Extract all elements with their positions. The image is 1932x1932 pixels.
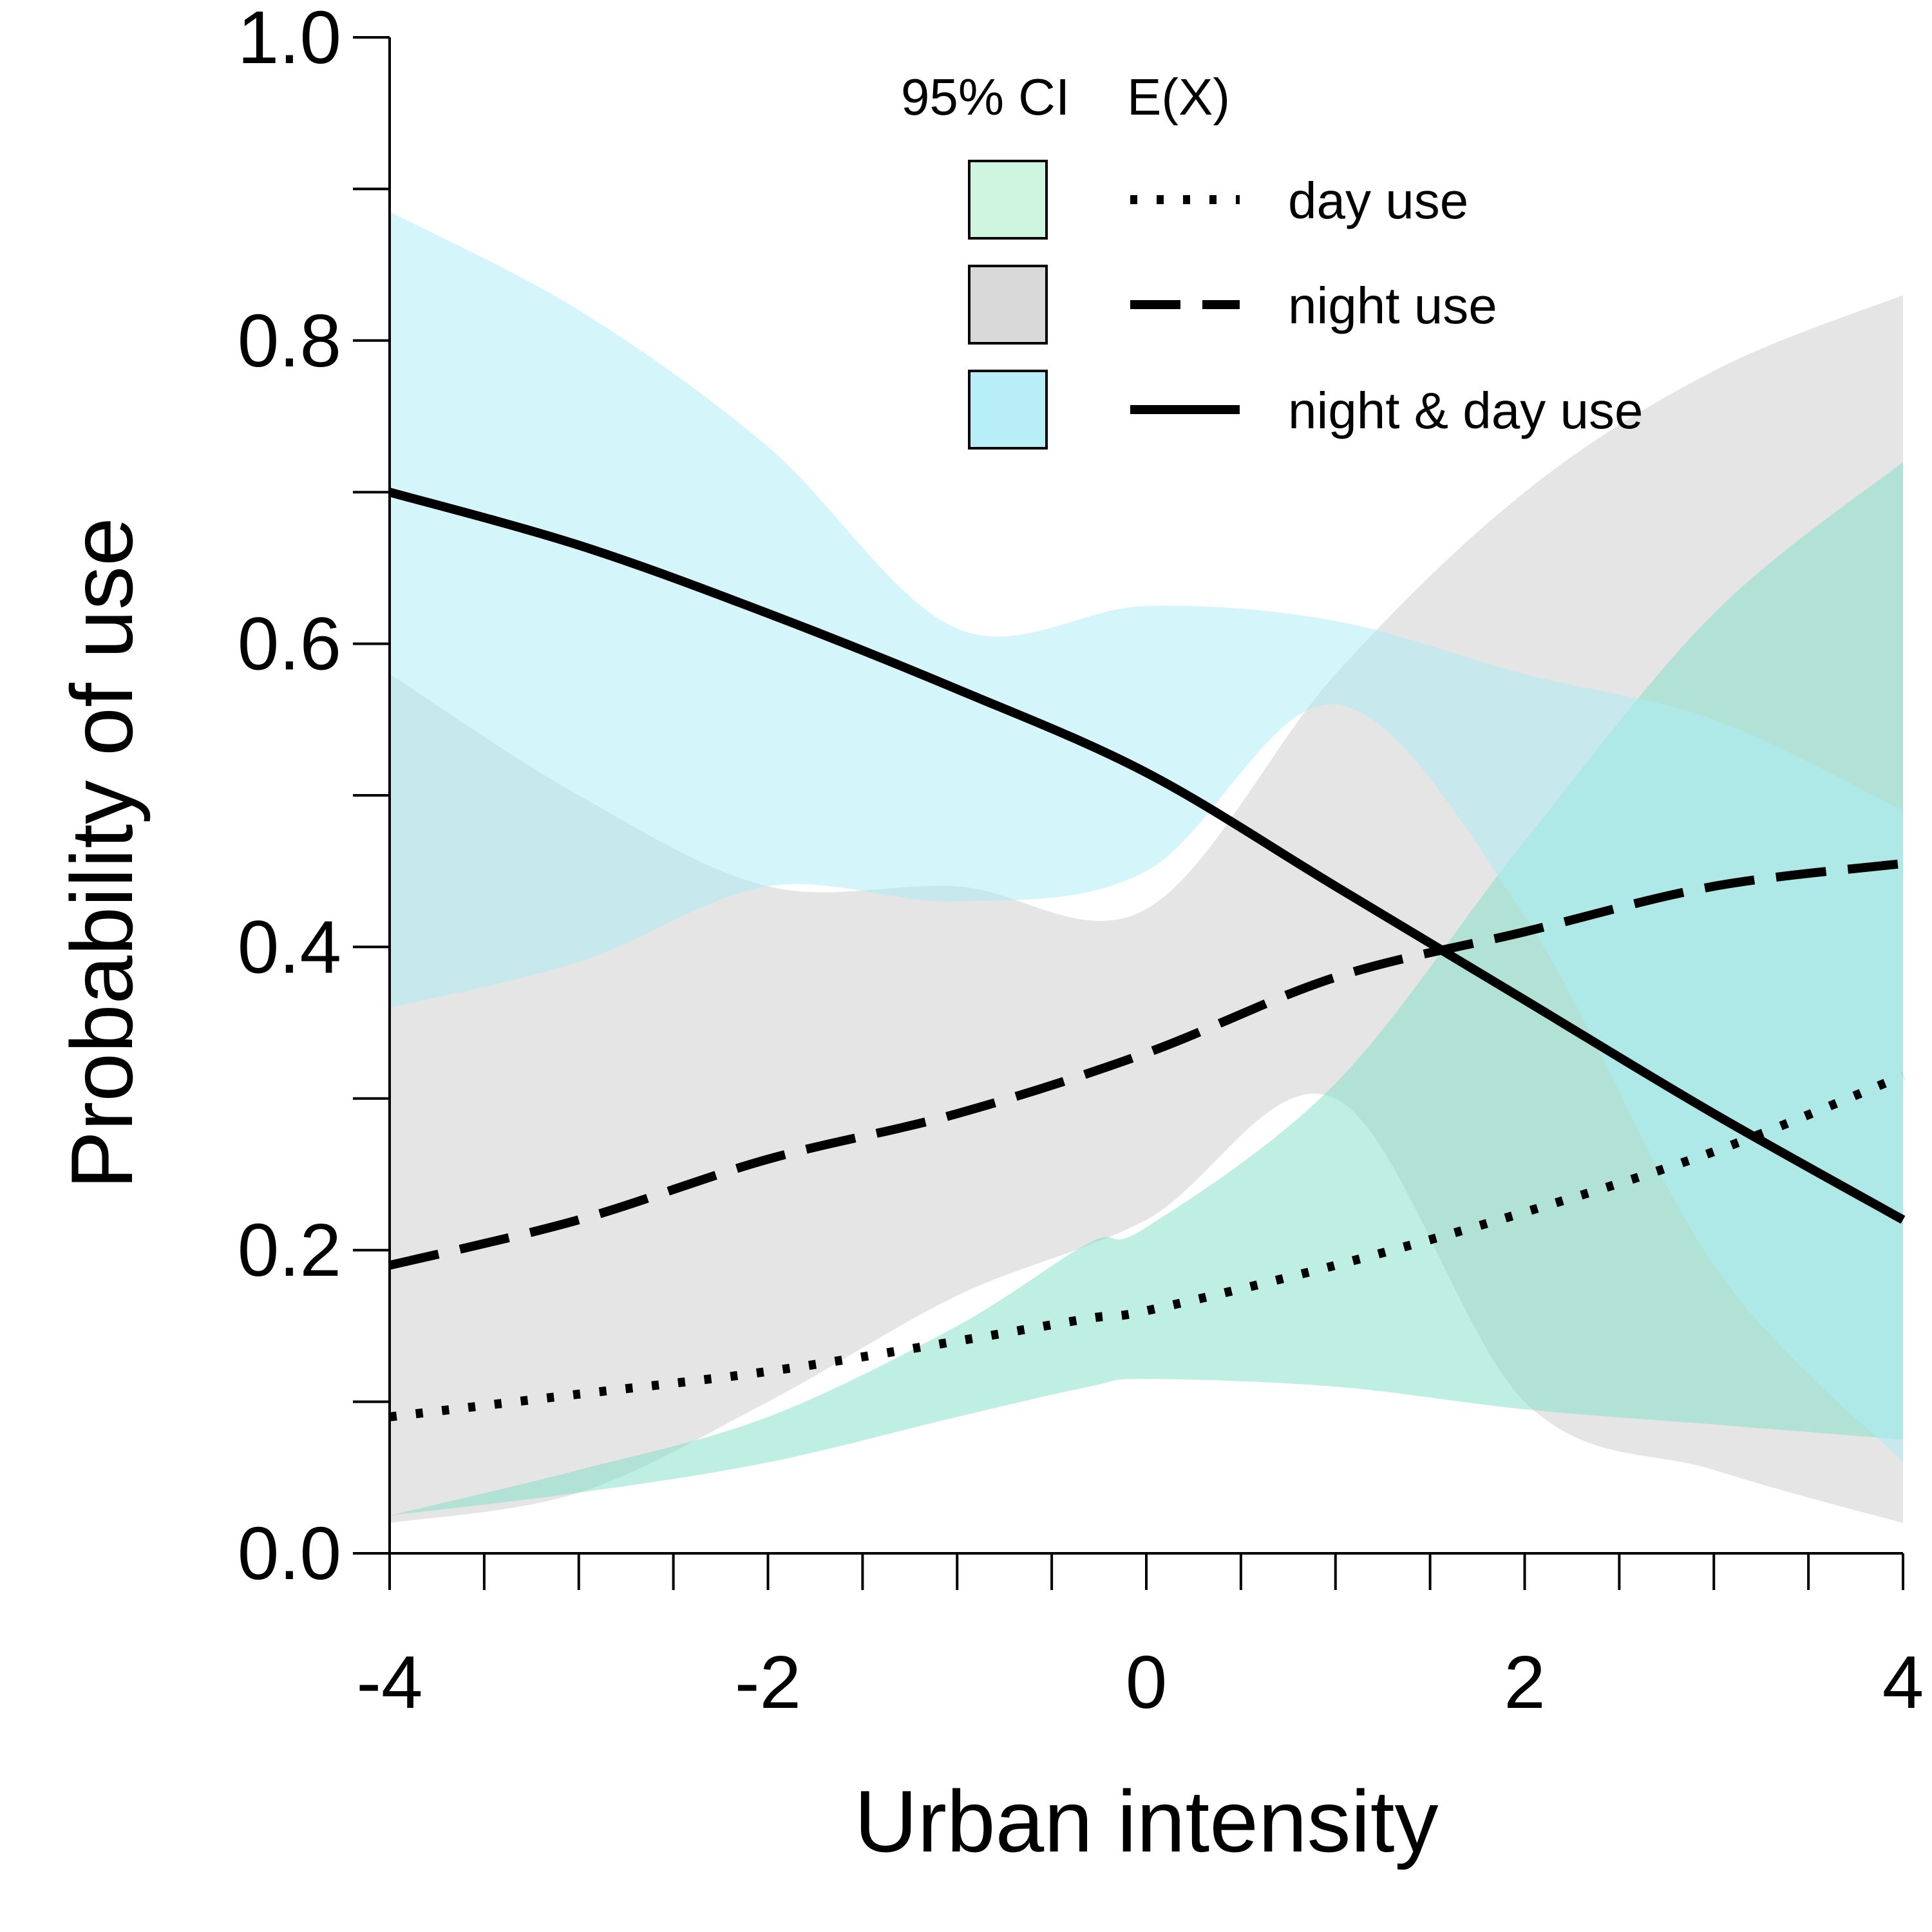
y-tick-label: 1.0	[238, 0, 341, 79]
legend-item-day-use: day use	[968, 160, 1468, 240]
x-tick-label: 4	[1882, 1640, 1924, 1724]
legend: 95% CI E(X) day use night use night & day …	[901, 68, 1643, 450]
y-tick-label: 0.0	[238, 1511, 341, 1595]
x-tick-label: 0	[1126, 1640, 1168, 1724]
y-tick-label: 0.4	[238, 905, 341, 989]
legend-label: night & day use	[1288, 382, 1643, 439]
y-tick-label: 0.2	[238, 1208, 341, 1292]
axes: 0.0 0.2 0.4 0.6 0.8 1.0 -4 -2 0 2 4	[238, 0, 1924, 1724]
legend-header-ci: 95% CI	[901, 68, 1070, 126]
ci-band-night-and-day-use	[390, 211, 1903, 1463]
x-tick-label: 2	[1504, 1640, 1546, 1724]
legend-swatch	[968, 370, 1048, 450]
x-tick-label: -4	[356, 1640, 422, 1724]
series-line-night-use	[388, 858, 1904, 1270]
legend-label: day use	[1288, 172, 1468, 229]
legend-item-night-and-day-use: night & day use	[968, 370, 1643, 450]
y-tick-label: 0.8	[238, 299, 341, 383]
series-line-day-use	[389, 1072, 1905, 1422]
x-axis-title: Urban intensity	[854, 1772, 1438, 1870]
legend-label: night use	[1288, 277, 1497, 334]
x-tick-label: -2	[735, 1640, 801, 1724]
legend-header-ex: E(X)	[1127, 68, 1230, 126]
legend-item-night-use: night use	[968, 265, 1497, 345]
ci-band-day-use	[390, 462, 1903, 1516]
legend-swatch	[968, 265, 1048, 345]
series-lines	[388, 488, 1906, 1422]
legend-rows: day use night use night & day use	[968, 160, 1643, 450]
series-line-night-and-day-use	[388, 488, 1906, 1224]
y-axis-title: Probability of use	[53, 517, 151, 1189]
ci-bands	[390, 211, 1903, 1523]
y-tick-label: 0.6	[238, 602, 341, 686]
legend-swatch	[968, 160, 1048, 240]
